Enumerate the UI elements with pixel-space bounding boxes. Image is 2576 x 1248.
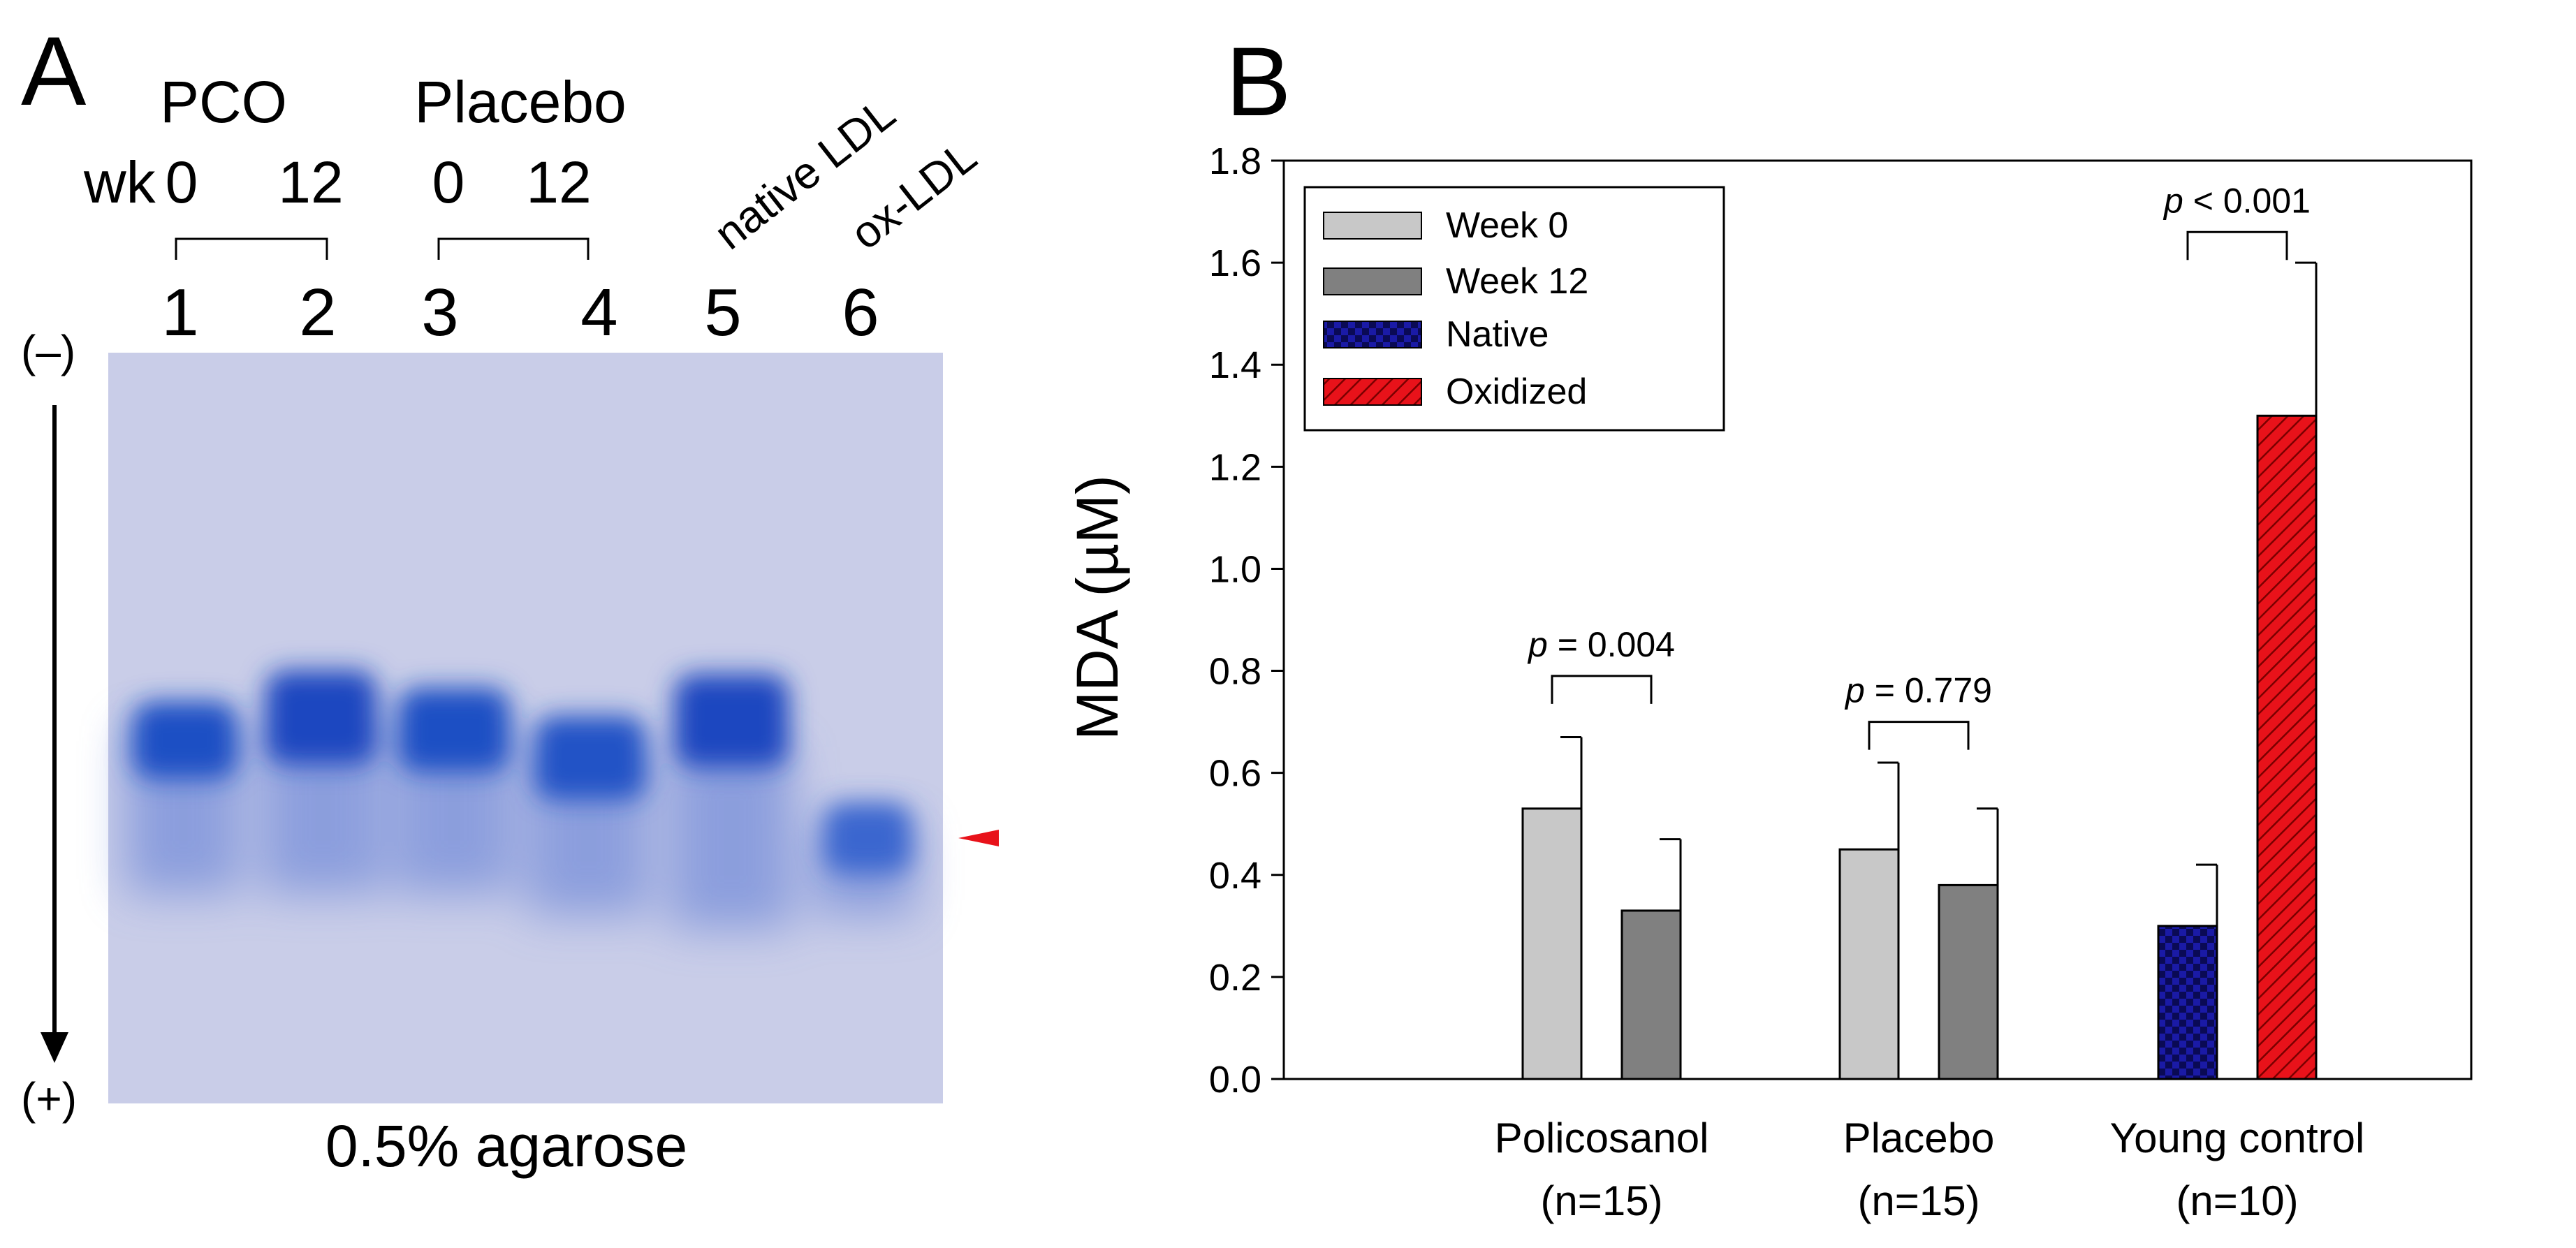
bar-5-native bbox=[2157, 925, 2218, 1080]
ox-ldl-marker-icon bbox=[958, 830, 999, 846]
y-tick-label: 1.6 bbox=[1209, 242, 1261, 284]
legend-label-week-12: Week 12 bbox=[1446, 261, 1588, 302]
y-tick-label: 1.4 bbox=[1209, 344, 1261, 386]
legend-swatch-week-0 bbox=[1323, 212, 1422, 240]
legend-swatch-week-12 bbox=[1323, 267, 1422, 295]
p-value-label-2: p = 0.779 bbox=[1844, 671, 1992, 710]
lane-number-1: 1 bbox=[161, 275, 198, 350]
gel-band-lane-2 bbox=[265, 670, 377, 765]
lane-number-3: 3 bbox=[421, 275, 458, 350]
legend-label-week-0: Week 0 bbox=[1446, 205, 1568, 246]
week-label-3: 0 bbox=[432, 149, 465, 215]
y-tick-label: 0.0 bbox=[1209, 1059, 1261, 1101]
panel-a: A PCO Placebo wk 0 12 0 12 native LDL ox… bbox=[21, 16, 999, 1179]
gel-band-lane-5 bbox=[674, 674, 789, 768]
panel-letter-b: B bbox=[1226, 27, 1291, 136]
y-tick-label: 0.6 bbox=[1209, 753, 1261, 795]
legend-label-oxidized: Oxidized bbox=[1446, 372, 1587, 412]
legend-swatch-native bbox=[1323, 321, 1422, 348]
category-n-label: (n=15) bbox=[1540, 1177, 1662, 1224]
bar-3-week-0 bbox=[1838, 848, 1900, 1080]
week-label-1: 0 bbox=[166, 149, 198, 215]
gel-band-lane-1 bbox=[133, 702, 237, 779]
polarity-positive: (+) bbox=[21, 1073, 77, 1124]
panel-b: B MDA (µM) 0.0 0.2 0.4 0.6 0.8 1.0 1.2 1.4 1.6 1.… bbox=[1064, 27, 2473, 1224]
bar-1-week-0 bbox=[1521, 807, 1583, 1080]
lane-numbers: 1 2 3 4 5 6 bbox=[161, 275, 879, 350]
bar-6-oxidized bbox=[2256, 414, 2318, 1080]
legend-swatch-oxidized bbox=[1323, 378, 1422, 406]
p-value-label-1: p = 0.004 bbox=[1527, 625, 1675, 664]
significance-annotations: p = 0.004 p = 0.779 p < 0.001 bbox=[1527, 181, 2311, 750]
x-axis-categories: Policosanol (n=15) Placebo (n=15) Young cont… bbox=[1495, 1115, 2365, 1224]
category-n-label: (n=15) bbox=[1857, 1177, 1979, 1224]
y-tick-label: 1.8 bbox=[1209, 140, 1261, 182]
y-tick-label: 1.0 bbox=[1209, 548, 1261, 590]
gel-background bbox=[108, 353, 943, 1103]
bars bbox=[1521, 261, 2318, 1080]
bar-4-week-12 bbox=[1938, 883, 1999, 1080]
y-axis-label: MDA (µM) bbox=[1064, 475, 1130, 740]
legend-label-native: Native bbox=[1446, 314, 1549, 355]
y-tick-label: 0.4 bbox=[1209, 855, 1261, 897]
panel-letter-a: A bbox=[21, 16, 87, 126]
y-axis-unit: µM bbox=[1064, 494, 1130, 577]
significance-bracket-2 bbox=[1868, 721, 1970, 750]
bar-2-week-12 bbox=[1620, 909, 1682, 1080]
bracket-placebo bbox=[437, 237, 590, 260]
lane-number-5: 5 bbox=[704, 275, 741, 350]
category-label: Policosanol bbox=[1495, 1115, 1709, 1161]
legend: Week 0 Week 12 Native Oxidized bbox=[1303, 186, 1725, 432]
gel-band-lane-6 bbox=[824, 803, 912, 873]
gel-image bbox=[108, 353, 999, 1103]
bracket-pco bbox=[175, 237, 328, 260]
week-prefix: wk bbox=[83, 149, 156, 215]
category-label: Placebo bbox=[1843, 1115, 1995, 1161]
gel-caption: 0.5% agarose bbox=[325, 1113, 687, 1179]
gel-band-lane-3 bbox=[398, 688, 510, 772]
y-tick-label: 0.2 bbox=[1209, 957, 1261, 999]
p-value-label-3: p < 0.001 bbox=[2162, 181, 2311, 220]
week-label-4: 12 bbox=[526, 149, 591, 215]
y-axis: 0.0 0.2 0.4 0.6 0.8 1.0 1.2 1.4 1.6 1.8 bbox=[1209, 140, 1284, 1101]
polarity-negative: (–) bbox=[21, 326, 75, 376]
migration-arrowhead-icon bbox=[41, 1032, 68, 1063]
category-n-label: (n=10) bbox=[2176, 1177, 2298, 1224]
gel-band-lane-4 bbox=[534, 716, 646, 800]
y-tick-label: 1.2 bbox=[1209, 446, 1261, 488]
group-label-placebo: Placebo bbox=[414, 69, 627, 135]
lane-number-6: 6 bbox=[842, 275, 879, 350]
week-label-2: 12 bbox=[278, 149, 343, 215]
significance-bracket-1 bbox=[1551, 675, 1653, 704]
y-tick-label: 0.8 bbox=[1209, 651, 1261, 693]
significance-bracket-3 bbox=[2186, 230, 2288, 260]
lane-number-2: 2 bbox=[299, 275, 336, 350]
lane-number-4: 4 bbox=[580, 275, 617, 350]
category-label: Young control bbox=[2110, 1115, 2365, 1161]
group-label-pco: PCO bbox=[160, 69, 287, 135]
